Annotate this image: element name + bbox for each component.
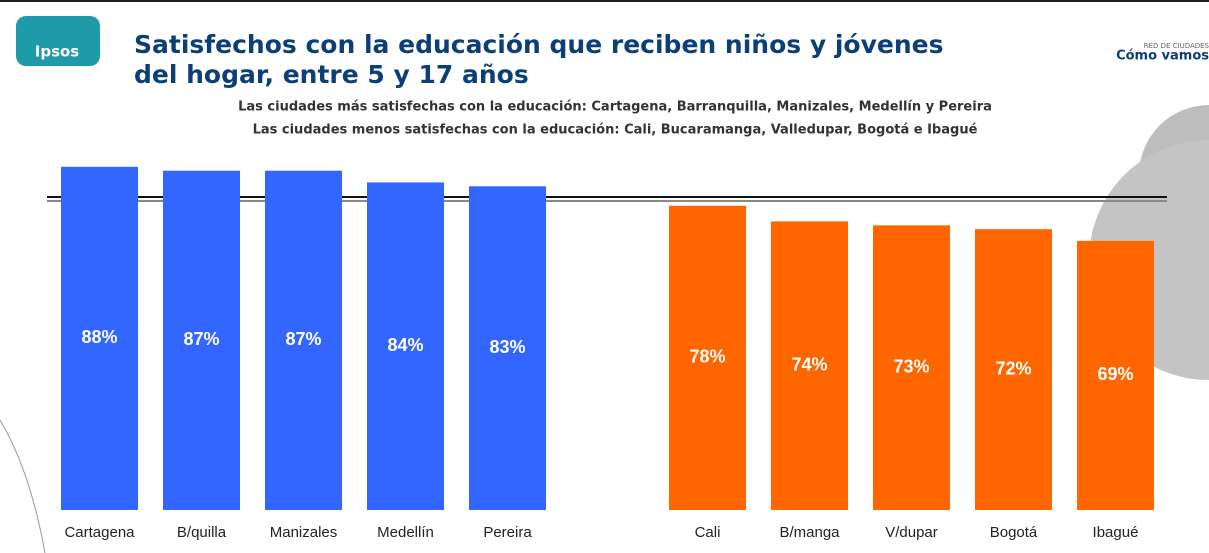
value-label: 69% [1097, 364, 1133, 384]
category-label: Cartagena [64, 524, 135, 541]
network-logo: Cómo vamos [1116, 49, 1209, 64]
category-label: Medellín [377, 524, 434, 541]
value-label: 74% [791, 354, 827, 374]
subtitle: Las ciudades más satisfechas con la educ… [238, 100, 992, 115]
category-label: Ibagué [1093, 524, 1139, 541]
category-label: Manizales [270, 524, 338, 541]
category-label: B/manga [779, 524, 840, 541]
value-label: 88% [81, 327, 117, 347]
page: Ipsos Satisfechos con la educación que r… [0, 0, 1209, 553]
value-label: 72% [995, 358, 1031, 378]
value-label: 87% [183, 329, 219, 349]
title-part: Satisfechos con la educación que reciben… [134, 30, 943, 59]
category-label: B/quilla [177, 524, 227, 541]
category-label: V/dupar [885, 524, 938, 541]
title-part: del hogar, entre 5 y 17 años [134, 60, 529, 89]
value-label: 87% [285, 329, 321, 349]
category-label: Bogotá [990, 524, 1038, 541]
value-label: 73% [893, 356, 929, 376]
category-label: Pereira [483, 524, 532, 541]
slide: Ipsos Satisfechos con la educación que r… [0, 0, 1209, 553]
value-label: 83% [489, 337, 525, 357]
value-label: 78% [689, 347, 725, 367]
ipsos-text: Ipsos [35, 43, 80, 61]
subtitle: Las ciudades menos satisfechas con la ed… [253, 123, 978, 138]
category-label: Cali [695, 524, 721, 541]
value-label: 84% [387, 335, 423, 355]
